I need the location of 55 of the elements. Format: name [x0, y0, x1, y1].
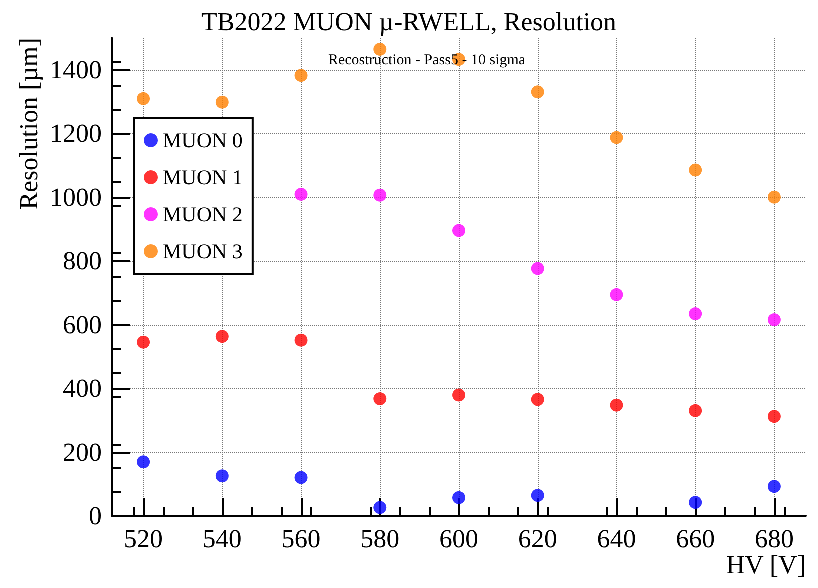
x-axis-title: HV [V]: [726, 550, 806, 580]
point: [294, 69, 308, 82]
x-tick-label: 680: [754, 524, 794, 554]
point: [610, 398, 624, 412]
point: [294, 471, 308, 484]
point: [768, 480, 781, 494]
legend-label: MUON 0: [163, 128, 243, 152]
point: [610, 131, 624, 144]
point: [452, 224, 466, 238]
point: [452, 388, 466, 402]
y-tick-label: 200: [63, 438, 102, 467]
legend-label: MUON 3: [163, 240, 243, 264]
y-tick-label: 1000: [50, 182, 102, 212]
point: [689, 404, 702, 418]
point: [610, 288, 624, 302]
x-tick-label: 600: [440, 524, 478, 554]
point: [294, 334, 308, 347]
point: [374, 501, 387, 514]
point: [768, 314, 781, 327]
point: [689, 164, 702, 177]
point: [452, 491, 466, 504]
point: [689, 307, 702, 320]
x-tick-label: 580: [360, 524, 400, 554]
point: [374, 392, 387, 406]
x-tick-label: 620: [518, 524, 558, 554]
legend-label: MUON 1: [163, 166, 243, 190]
point: [137, 336, 150, 349]
y-tick-label: 0: [89, 502, 102, 530]
chart-title: TB2022 MUON µ-RWELL, Resolution: [201, 8, 617, 36]
x-tick-label: 540: [202, 524, 242, 554]
point: [531, 393, 544, 406]
point: [216, 470, 229, 483]
legend-label: MUON 2: [163, 202, 243, 226]
point: [216, 96, 229, 109]
y-tick-label: 600: [63, 310, 102, 340]
x-tick-label: 660: [676, 524, 716, 554]
point: [689, 496, 702, 510]
point: [294, 188, 308, 201]
point: [531, 489, 544, 502]
point: [531, 86, 544, 99]
x-tick-label: 640: [597, 524, 636, 554]
x-tick-label: 560: [282, 524, 321, 554]
point: [137, 456, 150, 469]
point: [137, 92, 150, 106]
y-tick-label: 1200: [50, 119, 102, 148]
point: [531, 262, 544, 276]
x-tick-label: 520: [124, 524, 164, 554]
point: [216, 330, 229, 344]
y-tick-label: 800: [63, 246, 102, 276]
point: [374, 188, 387, 202]
y-tick-label: 400: [63, 374, 102, 404]
point: [768, 410, 781, 424]
y-axis-title: Resolution [µm]: [14, 38, 44, 210]
point: [768, 190, 781, 204]
y-tick-label: 1400: [50, 55, 102, 84]
